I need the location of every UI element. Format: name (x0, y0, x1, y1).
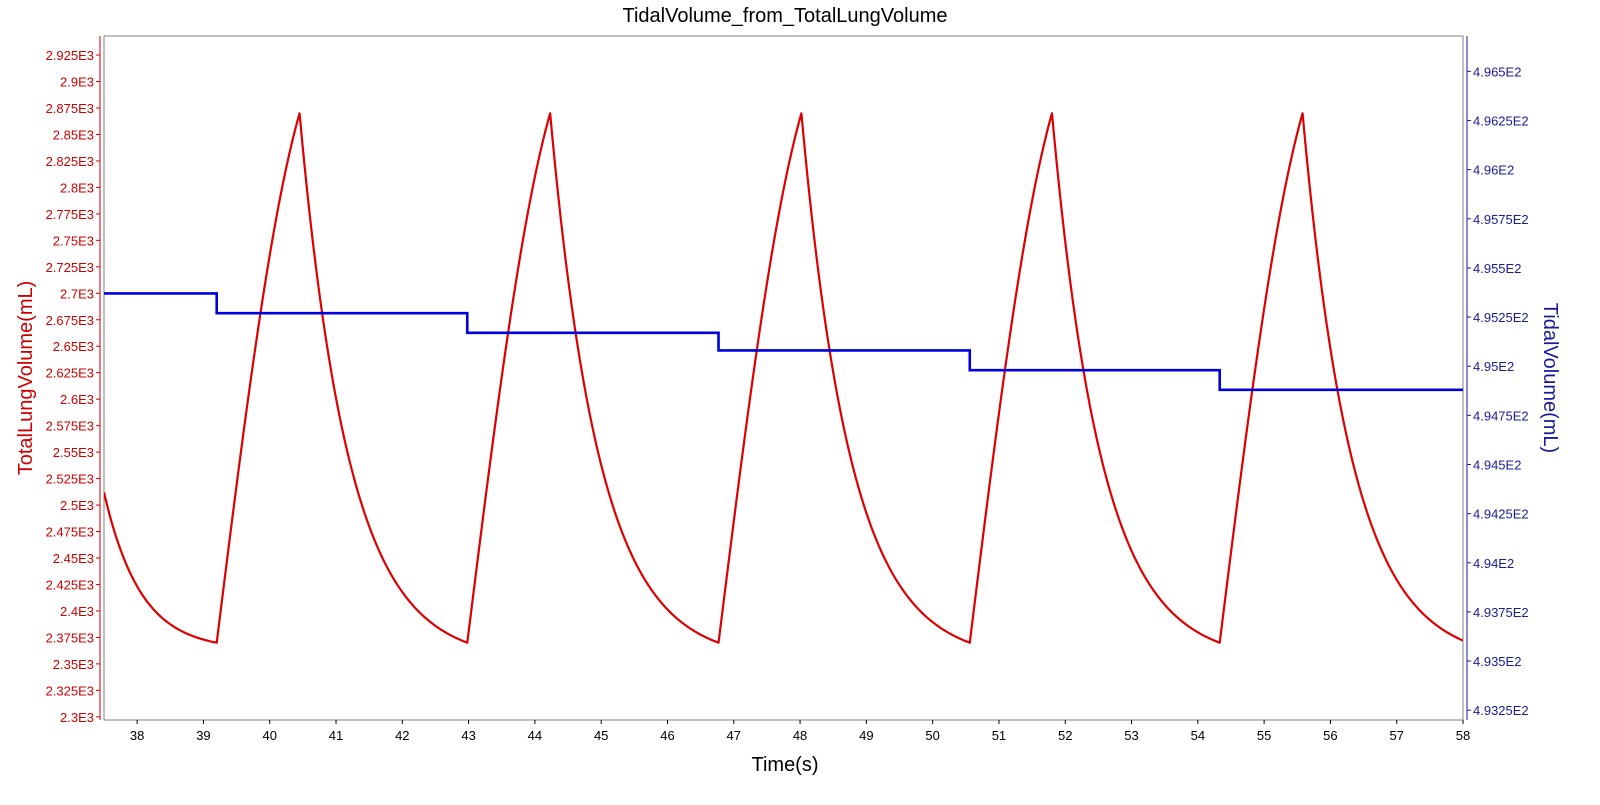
x-axis-label: Time(s) (751, 754, 818, 776)
right-tick-label: 4.9625E2 (1473, 114, 1529, 129)
right-tick-label: 4.9375E2 (1473, 605, 1529, 620)
x-tick-label: 55 (1257, 728, 1271, 743)
x-tick-label: 43 (461, 728, 475, 743)
left-tick-label: 2.45E3 (53, 551, 94, 566)
left-tick-label: 2.825E3 (46, 154, 94, 169)
x-tick-label: 48 (793, 728, 807, 743)
plot-area-frame (103, 35, 1464, 721)
left-tick-label: 2.725E3 (46, 260, 94, 275)
x-tick-label: 54 (1191, 728, 1205, 743)
x-tick-label: 42 (395, 728, 409, 743)
right-y-axis-label: TidalVolume(mL) (1539, 303, 1561, 453)
right-tick-label: 4.965E2 (1473, 64, 1521, 79)
left-tick-label: 2.775E3 (46, 207, 94, 222)
x-axis: 38 39 40 41 42 43 44 45 46 47 48 49 50 51 52 53 54 55 56 57… (130, 720, 1470, 743)
x-tick-label: 49 (859, 728, 873, 743)
series-layer (104, 112, 1463, 644)
x-tick-label: 45 (594, 728, 608, 743)
x-tick-label: 38 (130, 728, 144, 743)
left-tick-label: 2.5E3 (60, 498, 94, 513)
x-tick-label: 50 (925, 728, 939, 743)
x-tick-label: 40 (262, 728, 276, 743)
left-tick-label: 2.925E3 (46, 48, 94, 63)
right-tick-label: 4.95E2 (1473, 359, 1514, 374)
left-y-axis: 2.3E3 2.325E3 2.35E3 2.375E3 2.4E3 2.425E3 2.4… (46, 36, 101, 725)
left-tick-label: 2.525E3 (46, 472, 94, 487)
x-tick-label: 44 (528, 728, 542, 743)
left-tick-label: 2.75E3 (53, 233, 94, 248)
x-tick-label: 51 (992, 728, 1006, 743)
left-tick-label: 2.675E3 (46, 313, 94, 328)
right-tick-label: 4.955E2 (1473, 261, 1521, 276)
left-tick-label: 2.3E3 (60, 710, 94, 725)
right-tick-label: 4.9525E2 (1473, 310, 1529, 325)
left-tick-label: 2.425E3 (46, 577, 94, 592)
x-tick-label: 52 (1058, 728, 1072, 743)
right-tick-label: 4.9425E2 (1473, 507, 1529, 522)
x-tick-label: 53 (1124, 728, 1138, 743)
total-lung-volume-line (104, 112, 1463, 644)
left-tick-label: 2.65E3 (53, 339, 94, 354)
left-tick-label: 2.375E3 (46, 630, 94, 645)
left-tick-label: 2.7E3 (60, 286, 94, 301)
right-tick-label: 4.94E2 (1473, 556, 1514, 571)
left-tick-label: 2.85E3 (53, 127, 94, 142)
left-tick-label: 2.55E3 (53, 445, 94, 460)
left-tick-label: 2.575E3 (46, 419, 94, 434)
left-tick-label: 2.6E3 (60, 392, 94, 407)
x-tick-label: 41 (329, 728, 343, 743)
x-tick-label: 58 (1456, 728, 1470, 743)
right-tick-label: 4.9325E2 (1473, 703, 1529, 718)
chart-title: TidalVolume_from_TotalLungVolume (622, 5, 947, 27)
x-tick-label: 39 (196, 728, 210, 743)
left-tick-label: 2.325E3 (46, 683, 94, 698)
x-tick-label: 57 (1389, 728, 1403, 743)
right-tick-label: 4.9575E2 (1473, 212, 1529, 227)
right-tick-label: 4.96E2 (1473, 163, 1514, 178)
tidal-volume-line (104, 292, 1463, 392)
left-tick-label: 2.475E3 (46, 525, 94, 540)
left-tick-label: 2.9E3 (60, 75, 94, 90)
left-y-axis-label: TotalLungVolume(mL) (15, 281, 37, 476)
right-tick-label: 4.945E2 (1473, 457, 1521, 472)
left-tick-label: 2.4E3 (60, 604, 94, 619)
right-tick-label: 4.935E2 (1473, 654, 1521, 669)
left-tick-label: 2.625E3 (46, 366, 94, 381)
x-tick-label: 46 (660, 728, 674, 743)
right-y-axis: 4.9325E2 4.935E2 4.9375E2 4.94E2 4.9425E2 4.9… (1466, 36, 1529, 720)
left-tick-label: 2.875E3 (46, 101, 94, 116)
x-tick-label: 47 (727, 728, 741, 743)
left-tick-label: 2.8E3 (60, 180, 94, 195)
right-tick-label: 4.9475E2 (1473, 408, 1529, 423)
left-tick-label: 2.35E3 (53, 657, 94, 672)
x-tick-label: 56 (1323, 728, 1337, 743)
